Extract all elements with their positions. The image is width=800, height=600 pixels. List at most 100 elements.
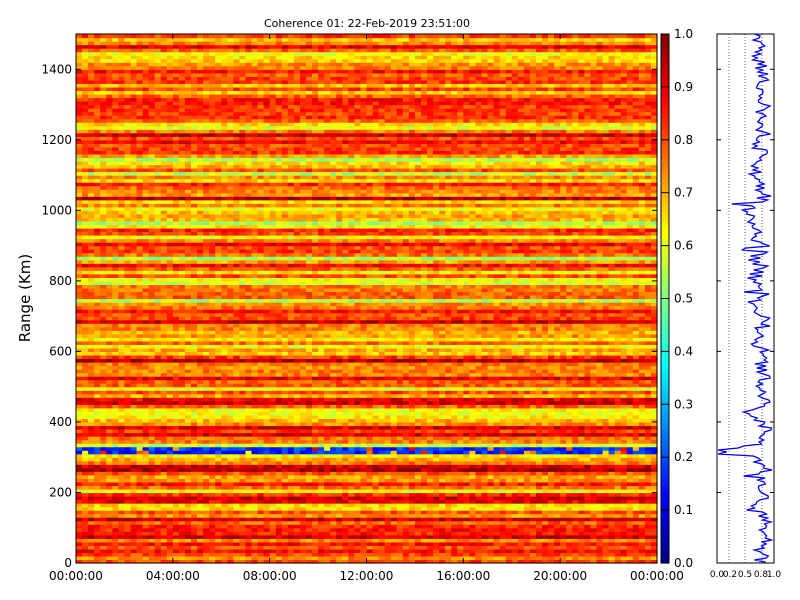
heatmap-cell: [632, 552, 640, 557]
heatmap-cell: [445, 453, 452, 458]
heatmap-cell: [384, 379, 392, 384]
heatmap-cell: [554, 499, 561, 504]
heatmap-cell: [445, 527, 452, 532]
heatmap-cell: [511, 555, 519, 561]
heatmap-cell: [402, 411, 410, 416]
heatmap-cell: [481, 404, 489, 409]
heatmap-cell: [560, 541, 567, 546]
heatmap-cell: [269, 404, 277, 409]
heatmap-cell: [100, 418, 107, 423]
heatmap-cell: [330, 520, 337, 525]
heatmap-cell: [305, 531, 313, 536]
heatmap-cell: [572, 439, 579, 444]
heatmap-cell: [100, 436, 107, 441]
heatmap-cell: [596, 545, 604, 550]
heatmap-cell: [396, 411, 404, 416]
heatmap-cell: [106, 545, 113, 550]
heatmap-cell: [184, 432, 192, 437]
heatmap-cell: [124, 411, 132, 416]
heatmap-cell: [433, 513, 440, 518]
heatmap-cell: [330, 485, 337, 490]
heatmap-cell: [650, 439, 658, 444]
heatmap-cell: [190, 492, 198, 497]
heatmap-cell: [112, 467, 119, 472]
heatmap-cell: [596, 534, 604, 539]
heatmap-cell: [408, 499, 416, 504]
heatmap-cell: [427, 411, 434, 416]
heatmap-cell: [221, 481, 228, 487]
heatmap-cell: [154, 443, 162, 448]
heatmap-cell: [154, 397, 162, 402]
heatmap-cell: [517, 559, 525, 564]
heatmap-cell: [451, 510, 458, 515]
heatmap-cell: [318, 548, 325, 554]
heatmap-cell: [305, 411, 313, 416]
heatmap-cell: [336, 531, 343, 536]
heatmap-cell: [396, 467, 404, 472]
heatmap-cell: [650, 425, 658, 430]
heatmap-cell: [632, 478, 640, 483]
heatmap-cell: [166, 481, 174, 487]
heatmap-cell: [650, 503, 658, 508]
heatmap-cell: [427, 534, 434, 539]
heatmap-cell: [318, 555, 325, 561]
heatmap-cell: [433, 538, 440, 543]
heatmap-cell: [608, 555, 616, 561]
heatmap-cell: [608, 506, 616, 511]
heatmap-cell: [82, 474, 89, 479]
heatmap-cell: [384, 450, 392, 455]
heatmap-cell: [130, 390, 138, 395]
heatmap-cell: [148, 467, 156, 472]
heatmap-cell: [76, 555, 83, 561]
heatmap-cell: [481, 478, 489, 483]
heatmap-cell: [427, 471, 434, 476]
heatmap-cell: [130, 524, 138, 529]
heatmap-cell: [124, 534, 132, 539]
heatmap-cell: [76, 503, 83, 508]
heatmap-cell: [457, 397, 464, 402]
heatmap-cell: [596, 559, 604, 564]
heatmap-cell: [342, 499, 349, 504]
heatmap-cell: [305, 492, 313, 497]
heatmap-cell: [233, 485, 240, 490]
heatmap-cell: [330, 467, 337, 472]
heatmap-cell: [324, 450, 331, 455]
heatmap-cell: [269, 464, 277, 469]
heatmap-cell: [427, 404, 434, 409]
heatmap-cell: [360, 485, 368, 490]
heatmap-cell: [190, 474, 198, 479]
heatmap-cell: [390, 478, 398, 483]
heatmap-cell: [233, 517, 240, 522]
heatmap-cell: [542, 404, 549, 409]
heatmap-cell: [293, 467, 301, 472]
heatmap-cell: [499, 548, 507, 554]
heatmap-cell: [227, 541, 234, 546]
heatmap-cell: [336, 478, 343, 483]
heatmap-cell: [608, 495, 616, 501]
heatmap-cell: [535, 520, 543, 525]
heatmap-cell: [493, 485, 501, 490]
heatmap-cell: [487, 513, 495, 518]
heatmap-cell: [511, 478, 519, 483]
heatmap-cell: [457, 548, 464, 554]
heatmap-cell: [76, 506, 83, 511]
heatmap-cell: [499, 492, 507, 497]
heatmap-cell: [566, 460, 573, 465]
heatmap-cell: [396, 492, 404, 497]
heatmap-cell: [275, 397, 283, 402]
heatmap-cell: [560, 446, 567, 451]
heatmap-cell: [100, 510, 107, 515]
heatmap-cell: [378, 404, 386, 409]
heatmap-cell: [348, 552, 355, 557]
heatmap-cell: [172, 421, 180, 427]
heatmap-cell: [209, 474, 216, 479]
heatmap-cell: [457, 510, 464, 515]
heatmap-cell: [554, 471, 561, 476]
heatmap-cell: [197, 460, 204, 465]
heatmap-cell: [275, 443, 283, 448]
heatmap-cell: [197, 400, 204, 405]
heatmap-cell: [451, 432, 458, 437]
heatmap-cell: [190, 524, 198, 529]
heatmap-cell: [82, 524, 89, 529]
heatmap-cell: [463, 481, 470, 487]
